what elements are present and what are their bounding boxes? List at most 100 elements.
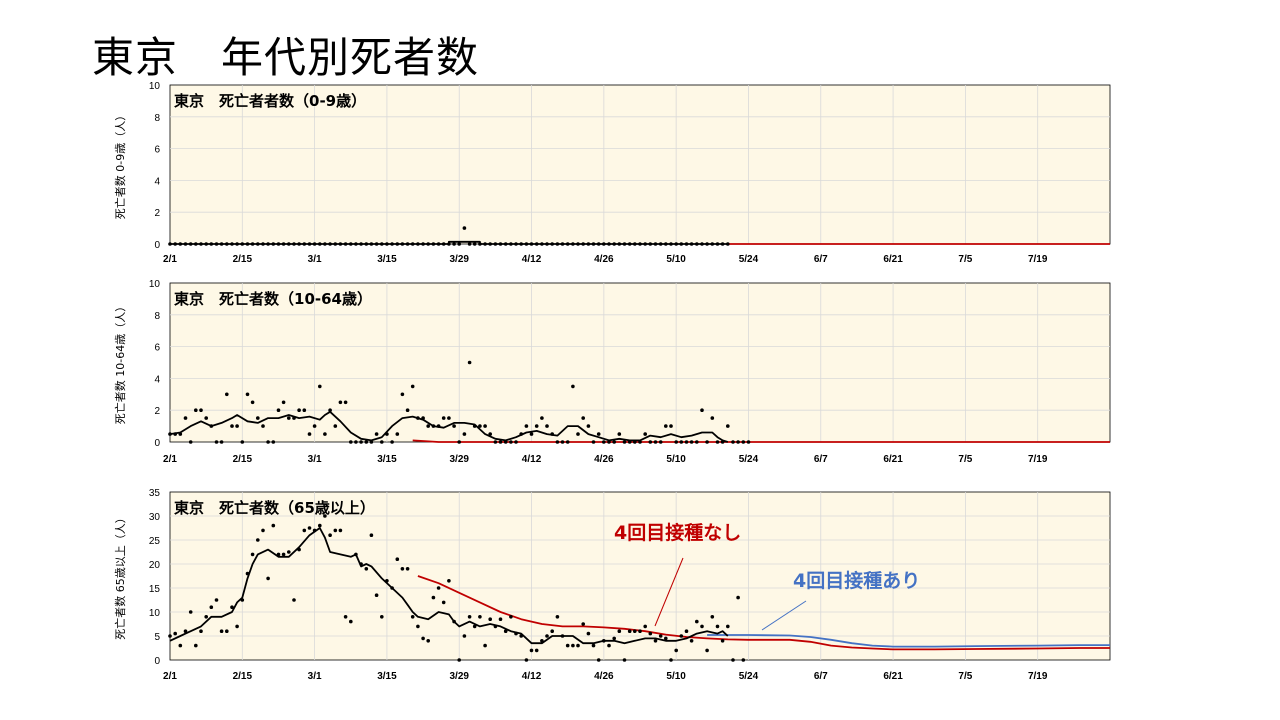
data-point — [436, 242, 441, 246]
data-point — [194, 408, 198, 413]
data-point — [338, 528, 343, 533]
data-point — [271, 440, 276, 444]
data-point — [710, 615, 715, 619]
data-point — [493, 624, 498, 629]
x-tick-label: 2/15 — [233, 671, 253, 682]
data-point — [431, 595, 436, 600]
series-line-moving-average — [169, 410, 729, 443]
data-point — [710, 242, 715, 246]
data-point — [447, 416, 451, 420]
chart-title: 東京 死亡者数（10-64歳） — [174, 290, 372, 308]
data-point — [302, 242, 307, 246]
data-point — [679, 634, 684, 638]
data-point — [571, 643, 575, 648]
data-point — [540, 416, 544, 420]
data-point — [503, 242, 508, 246]
data-point — [385, 579, 389, 583]
data-point — [509, 242, 513, 246]
data-point — [596, 432, 601, 436]
data-point — [627, 629, 632, 633]
data-point — [514, 631, 518, 636]
y-tick-label: 15 — [149, 584, 161, 595]
data-point — [369, 242, 374, 246]
data-point — [173, 631, 177, 636]
data-point — [684, 242, 689, 246]
data-point — [297, 242, 301, 246]
y-axis-label: 死亡者数 0-9歳（人） — [113, 110, 127, 219]
data-point — [669, 658, 673, 662]
data-point — [204, 242, 208, 246]
data-point — [524, 658, 529, 662]
data-point — [607, 643, 611, 648]
x-tick-label: 4/12 — [522, 254, 542, 265]
data-point — [741, 440, 746, 444]
plot-area — [169, 84, 1111, 245]
data-point — [596, 658, 601, 662]
data-point — [462, 226, 467, 230]
data-point — [529, 648, 534, 653]
data-point — [261, 242, 265, 246]
data-point — [529, 432, 534, 436]
data-point — [602, 440, 606, 444]
data-point — [209, 424, 214, 428]
data-point — [405, 567, 410, 571]
data-point — [261, 424, 265, 428]
data-point — [576, 643, 580, 648]
y-axis-label: 死亡者数 65歳以上（人） — [113, 512, 127, 640]
data-point — [235, 424, 239, 428]
data-point — [581, 622, 585, 626]
data-point — [214, 440, 219, 444]
data-point — [648, 631, 653, 636]
data-point — [297, 547, 301, 552]
data-point — [633, 629, 637, 633]
data-point — [338, 400, 343, 405]
data-point — [261, 528, 265, 533]
data-point — [390, 440, 394, 444]
x-tick-label: 4/12 — [522, 671, 542, 682]
data-point — [633, 440, 637, 444]
data-point — [565, 242, 570, 246]
data-point — [571, 384, 575, 389]
data-point — [669, 424, 673, 428]
x-tick-label: 3/29 — [449, 671, 469, 682]
data-point — [514, 242, 518, 246]
data-point — [550, 242, 554, 246]
data-point — [715, 440, 720, 444]
data-point — [695, 242, 699, 246]
x-tick-label: 2/1 — [163, 454, 177, 465]
x-tick-label: 2/1 — [163, 254, 177, 265]
data-point — [534, 242, 539, 246]
data-point — [617, 629, 622, 633]
x-tick-label: 7/5 — [958, 671, 972, 682]
data-point — [524, 242, 529, 246]
x-tick-label: 6/7 — [814, 671, 828, 682]
data-point — [240, 598, 245, 602]
data-point — [323, 242, 327, 246]
data-point — [292, 416, 296, 420]
data-point — [519, 432, 523, 436]
data-point — [194, 242, 198, 246]
data-point — [421, 416, 425, 420]
data-point — [565, 440, 570, 444]
data-point — [627, 440, 632, 444]
data-point — [374, 593, 379, 597]
data-point — [731, 658, 735, 662]
data-point — [746, 440, 751, 444]
data-point — [705, 648, 709, 653]
series-line-no4th — [412, 439, 1110, 443]
data-point — [178, 643, 183, 648]
data-point — [457, 242, 462, 246]
data-point — [343, 615, 348, 619]
data-point — [700, 408, 704, 413]
data-point — [209, 242, 214, 246]
data-point — [726, 624, 730, 629]
data-point — [276, 552, 281, 557]
data-point — [302, 408, 307, 413]
data-point — [509, 615, 513, 619]
data-point — [689, 639, 694, 643]
y-tick-label: 30 — [149, 512, 161, 523]
data-point — [323, 432, 327, 436]
data-point — [359, 242, 363, 246]
data-point — [695, 440, 699, 444]
data-point — [648, 242, 653, 246]
